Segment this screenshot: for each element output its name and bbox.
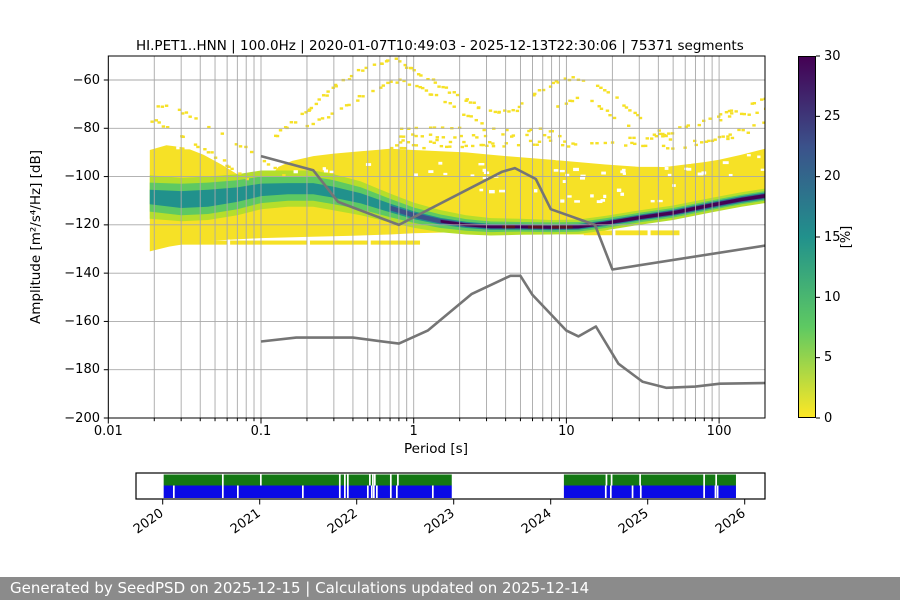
plot-title: HI.PET1..HNN | 100.0Hz | 2020-01-07T10:4… [136, 38, 744, 54]
footer-text: Generated by SeedPSD on 2025-12-15 | Cal… [10, 579, 590, 597]
x-tick-label: 10 [558, 424, 575, 439]
timeline [135, 472, 766, 505]
noise-models [260, 154, 766, 390]
colorbar-tick-label: 10 [824, 289, 841, 305]
footer-bar: Generated by SeedPSD on 2025-12-15 | Cal… [0, 577, 900, 600]
colorbar-gradient [798, 56, 816, 418]
nlnm-line [260, 274, 765, 390]
psd-chart [103, 55, 820, 505]
colorbar-tick-label: 5 [824, 350, 833, 366]
x-axis-label: Period [s] [404, 441, 468, 457]
x-tick-label: 0.1 [250, 424, 272, 439]
y-tick-label: −60 [72, 72, 100, 88]
y-tick-label: −80 [72, 120, 100, 136]
gridlines [108, 56, 765, 418]
colorbar-tick-label: 30 [824, 48, 841, 64]
axes-frame [103, 55, 820, 424]
y-tick-label: −120 [64, 217, 100, 233]
y-tick-label: −100 [64, 169, 100, 185]
y-tick-label: −140 [64, 265, 100, 281]
nhnm-line [260, 154, 766, 271]
colorbar-tick-label: 15 [824, 229, 841, 245]
colorbar-tick-label: 25 [824, 108, 841, 124]
coverage-green [163, 474, 736, 486]
coverage-blue [163, 485, 736, 498]
colorbar-tick-label: 0 [824, 410, 833, 426]
x-tick-label: 1 [409, 424, 418, 439]
y-tick-label: −180 [64, 362, 100, 378]
x-tick-label: 0.01 [93, 424, 123, 439]
x-tick-label: 100 [706, 424, 732, 439]
colorbar-tick-label: 20 [824, 169, 841, 185]
y-tick-label: −200 [64, 410, 100, 426]
y-tick-label: −160 [64, 313, 100, 329]
